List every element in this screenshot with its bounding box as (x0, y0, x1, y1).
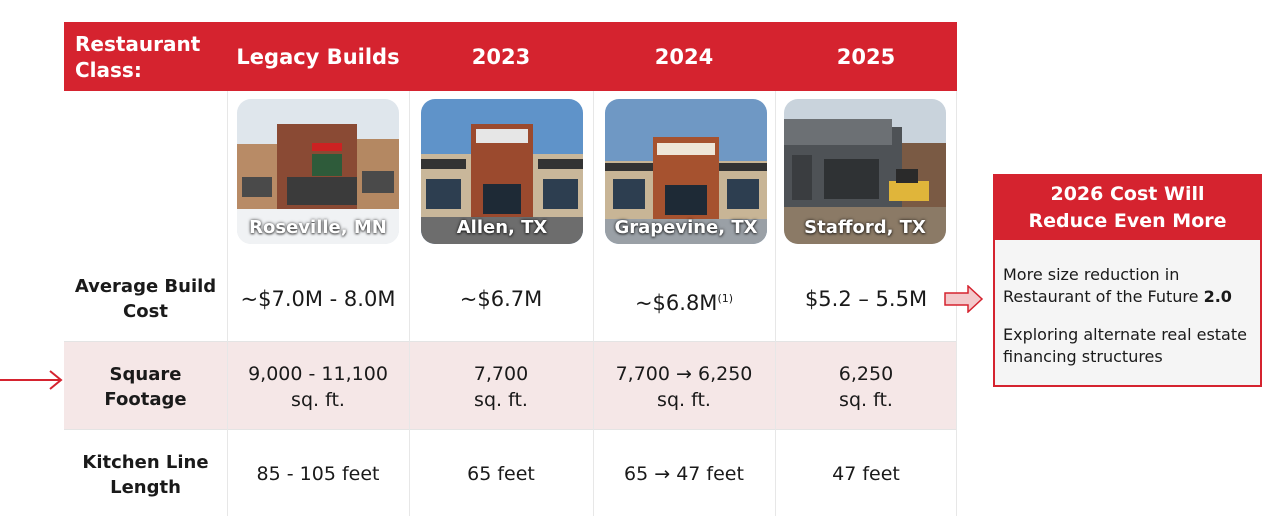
sqft-unit: sq. ft. (291, 389, 345, 411)
build-cost-legacy: ~$7.0M - 8.0M (240, 287, 396, 311)
sqft-2024: 7,700 → 6,250 sq. ft. (593, 361, 775, 413)
photo-roseville: Roseville, MN (237, 99, 399, 244)
build-cost-2024-value: ~$6.8M (634, 291, 718, 315)
sqft-unit: sq. ft. (839, 389, 893, 411)
callout-point-bold: 2.0 (1203, 287, 1232, 306)
row-label-build-cost: Average Build Cost (64, 274, 227, 324)
build-cost-2025: $5.2 – 5.5M (804, 287, 928, 311)
row-label-line: Square (109, 364, 182, 385)
kitchen-2023: 65 feet (467, 463, 535, 485)
row-label-square-footage: Square Footage (64, 362, 227, 412)
row-label-line: Average Build (74, 276, 217, 297)
sqft-legacy: 9,000 - 11,100 sq. ft. (227, 361, 409, 413)
kitchen-2025: 47 feet (832, 463, 900, 485)
callout-title: 2026 Cost Will Reduce Even More (995, 176, 1260, 240)
location-caption: Stafford, TX (804, 217, 926, 238)
location-caption: Roseville, MN (249, 217, 387, 238)
column-divider (775, 91, 776, 516)
photo-allen: Allen, TX (421, 99, 583, 244)
location-caption: Allen, TX (456, 217, 548, 238)
sqft-value: 7,700 (473, 363, 529, 385)
header-row-label-line2: Class: (75, 57, 142, 82)
header-2024: 2024 (654, 44, 714, 69)
header-2025: 2025 (836, 44, 896, 69)
column-divider (409, 91, 410, 516)
row-divider (64, 429, 957, 430)
row-label-line: Footage (104, 389, 187, 410)
sqft-2025: 6,250 sq. ft. (775, 361, 957, 413)
block-arrow-right-icon (944, 285, 984, 313)
row-divider (64, 341, 957, 342)
photo-stafford: Stafford, TX (784, 99, 946, 244)
sqft-value: 6,250 (838, 363, 894, 385)
row-label-line: Kitchen Line (82, 452, 209, 473)
row-label-kitchen-line: Kitchen Line Length (64, 450, 227, 500)
callout-point-text: More size reduction in Restaurant of the… (1003, 265, 1204, 306)
row-label-line: Cost (123, 301, 168, 322)
sqft-2023: 7,700 sq. ft. (409, 361, 593, 413)
kitchen-legacy: 85 - 105 feet (256, 463, 380, 485)
callout-point-financing: Exploring alternate real estate financin… (1003, 325, 1247, 366)
location-caption: Grapevine, TX (614, 217, 758, 238)
photo-grapevine: Grapevine, TX (605, 99, 767, 244)
build-cost-2023: ~$6.7M (459, 287, 543, 311)
callout-title-line: Reduce Even More (1028, 210, 1227, 232)
square-footage-highlight (64, 341, 957, 429)
cost-reduction-callout: 2026 Cost Will Reduce Even More More siz… (993, 174, 1262, 387)
header-legacy: Legacy Builds (236, 44, 400, 69)
row-label-line: Length (110, 477, 181, 498)
column-divider (227, 91, 228, 516)
arrow-right-icon (0, 370, 63, 390)
header-row-label-line1: Restaurant (75, 31, 201, 56)
sqft-value: 7,700 → 6,250 (615, 363, 753, 385)
table-header: Restaurant Class: Legacy Builds 2023 202… (64, 22, 957, 91)
callout-title-line: 2026 Cost Will (1050, 183, 1205, 205)
sqft-unit: sq. ft. (657, 389, 711, 411)
sqft-unit: sq. ft. (474, 389, 528, 411)
sqft-value: 9,000 - 11,100 (248, 363, 388, 385)
build-cost-2024: ~$6.8M(1) (593, 286, 775, 316)
header-row-label: Restaurant Class: (64, 22, 227, 91)
header-2023: 2023 (471, 44, 531, 69)
footnote-marker: (1) (717, 292, 734, 305)
kitchen-2024: 65 → 47 feet (624, 463, 744, 485)
callout-point-size-reduction: More size reduction in Restaurant of the… (995, 264, 1260, 308)
column-divider (593, 91, 594, 516)
